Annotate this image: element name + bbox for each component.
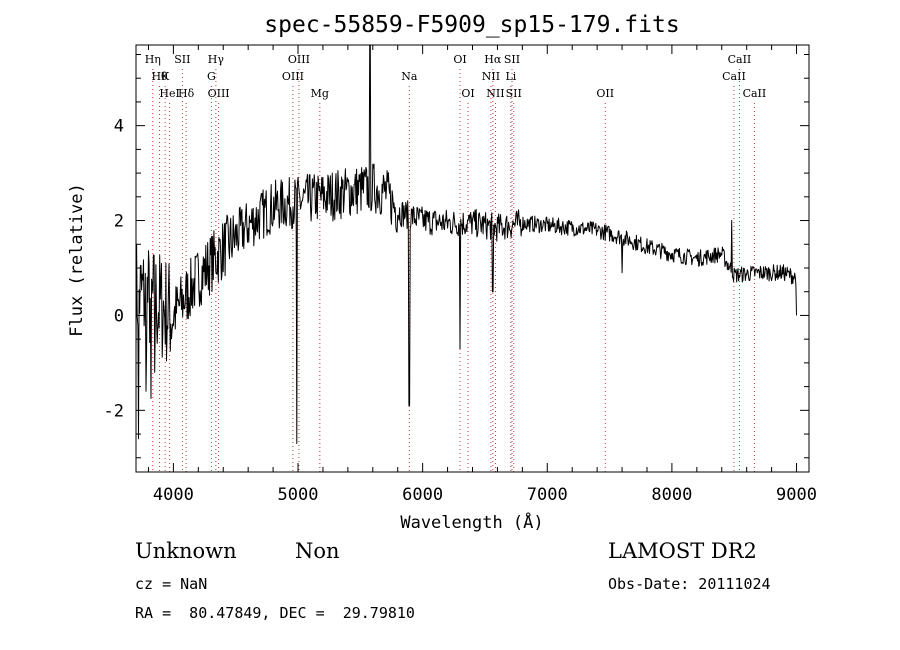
redshift-cz: cz = NaN bbox=[135, 575, 208, 593]
line-marker-label: OI bbox=[453, 53, 466, 66]
line-marker-label: OI bbox=[461, 87, 474, 100]
x-tick-label: 7000 bbox=[527, 485, 568, 505]
spectral-class: Unknown bbox=[135, 539, 237, 563]
plot-frame bbox=[135, 44, 810, 473]
line-markers bbox=[152, 69, 755, 472]
line-marker-label: Hα bbox=[484, 53, 502, 66]
spectral-subclass: Non bbox=[295, 539, 340, 563]
line-marker-label: SII bbox=[174, 53, 190, 66]
y-axis-ticks: -2 0 2 4 bbox=[104, 53, 809, 459]
x-axis-ticks: 4000 5000 6000 7000 8000 9000 bbox=[147, 45, 817, 505]
chart-title: spec-55859-F5909_sp15-179.fits bbox=[264, 12, 679, 38]
line-marker-label: OIII bbox=[288, 53, 310, 66]
line-marker-label: CaII bbox=[743, 87, 767, 100]
x-tick-label: 5000 bbox=[278, 485, 319, 505]
line-marker-label: Hθ bbox=[151, 70, 168, 83]
x-tick-label: 8000 bbox=[651, 485, 692, 505]
line-marker-label: K bbox=[161, 70, 170, 83]
line-marker-label: SII bbox=[504, 53, 520, 66]
line-marker-labels: Hη HθK HeI SII Hδ G Hγ OIII OIII OIII Mg Na OI OI NII H… bbox=[145, 53, 767, 100]
line-marker-label: Hγ bbox=[208, 53, 225, 66]
x-tick-label: 6000 bbox=[402, 485, 443, 505]
x-tick-label: 9000 bbox=[776, 485, 817, 505]
line-marker-label: Hη bbox=[145, 53, 161, 66]
line-marker-label: G bbox=[207, 70, 216, 83]
line-marker-label: Hδ bbox=[178, 87, 195, 100]
line-marker-label: SII bbox=[506, 87, 522, 100]
line-marker-label: OIII bbox=[208, 87, 230, 100]
observation-date: Obs-Date: 20111024 bbox=[608, 575, 771, 593]
y-tick-label: 0 bbox=[114, 306, 124, 326]
spectrum-line bbox=[135, 44, 797, 444]
coordinates: RA = 80.47849, DEC = 29.79810 bbox=[135, 604, 415, 622]
line-marker-label: OIII bbox=[282, 70, 304, 83]
line-marker-label: Li bbox=[505, 70, 516, 83]
x-axis-label: Wavelength (Å) bbox=[400, 511, 543, 533]
line-marker-label: CaII bbox=[722, 70, 746, 83]
line-marker-label: NII bbox=[486, 87, 504, 100]
line-marker-label: HeI bbox=[159, 87, 179, 100]
y-tick-label: -2 bbox=[104, 401, 124, 421]
line-marker-label: OII bbox=[596, 87, 614, 100]
y-tick-label: 4 bbox=[114, 117, 124, 137]
line-marker-label: CaII bbox=[728, 53, 752, 66]
survey-name: LAMOST DR2 bbox=[608, 539, 757, 563]
y-axis-label: Flux (relative) bbox=[67, 183, 87, 337]
x-tick-label: 4000 bbox=[153, 485, 194, 505]
y-tick-label: 2 bbox=[114, 212, 124, 232]
line-marker-label: Na bbox=[401, 70, 418, 83]
line-marker-label: Mg bbox=[311, 87, 329, 100]
line-marker-label: NII bbox=[482, 70, 500, 83]
